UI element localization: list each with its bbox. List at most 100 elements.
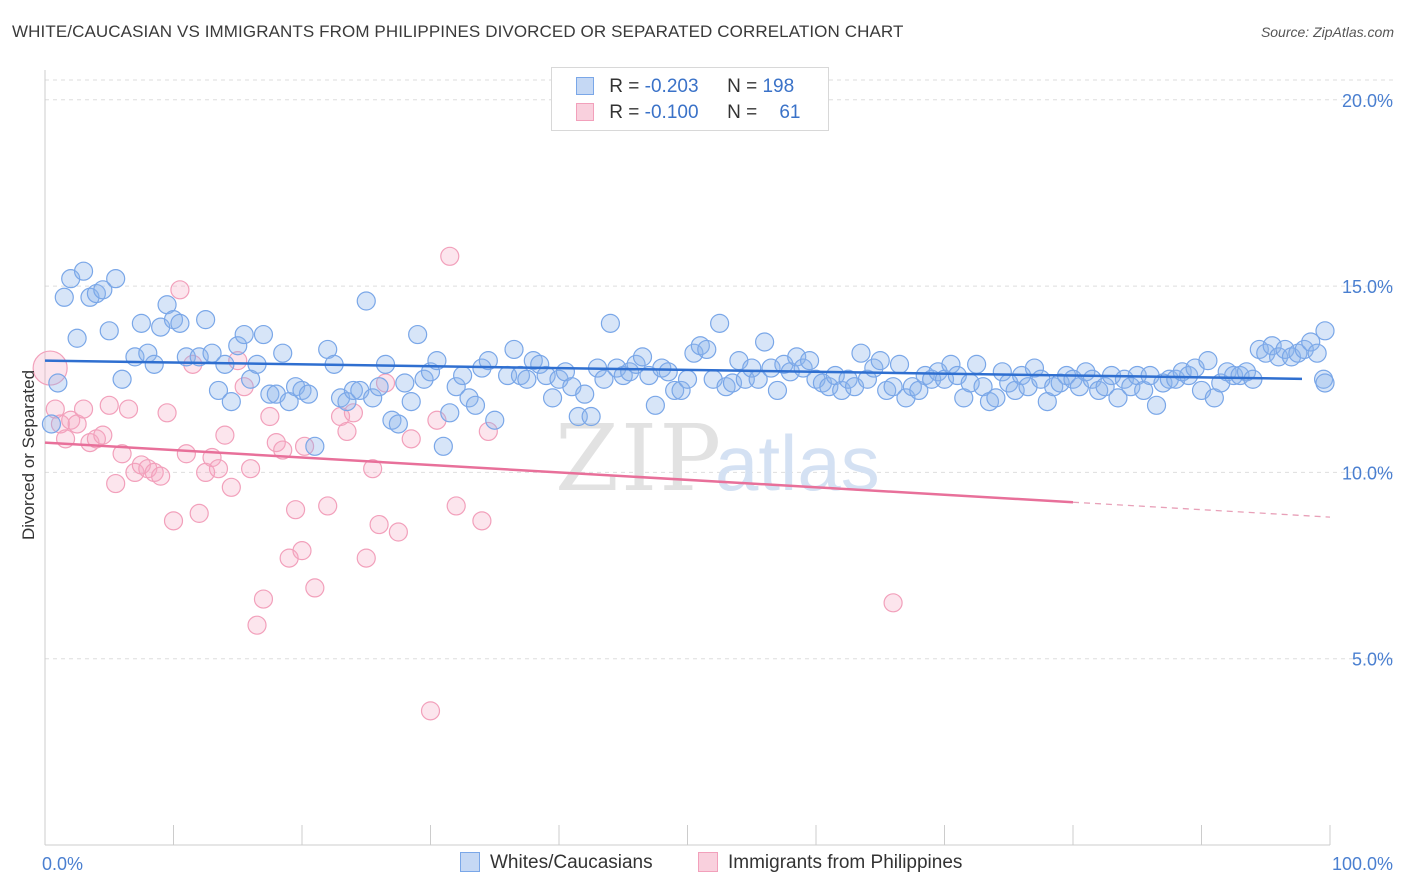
philippines-point-39 — [285, 500, 306, 520]
philippines-point-32 — [241, 459, 261, 479]
philippines-point-10 — [99, 395, 119, 415]
whites-point-52 — [395, 373, 415, 393]
whites-point-88 — [632, 347, 653, 367]
whites-point-108 — [761, 358, 781, 378]
philippines-point-50 — [388, 522, 408, 542]
whites-point-43 — [337, 392, 357, 412]
whites-point-125 — [870, 351, 890, 371]
whites-point-79 — [575, 384, 595, 404]
legend-r-value: -0.100 — [644, 102, 699, 123]
whites-point-82 — [594, 369, 614, 389]
whites-point-21 — [189, 347, 209, 367]
whites-point-109 — [767, 380, 788, 401]
whites-point-11 — [112, 369, 132, 389]
philippines-point-20 — [163, 511, 184, 531]
whites-point-105 — [742, 358, 762, 378]
whites-point-51 — [388, 414, 408, 434]
philippines-point-55 — [446, 496, 466, 516]
whites-point-19 — [170, 313, 190, 333]
philippines-point-51 — [401, 429, 421, 449]
whites-point-153 — [1050, 373, 1070, 393]
philippines-point-22 — [176, 444, 196, 464]
legend-n-value: 198 — [762, 76, 795, 97]
legend-swatch-pink — [576, 103, 594, 121]
whites-point-15 — [144, 354, 164, 374]
legend-row-whites: R = -0.203 N = 198 — [576, 76, 794, 100]
whites-point-182 — [1236, 362, 1257, 382]
whites-point-80 — [581, 406, 601, 427]
whites-point-114 — [799, 351, 820, 371]
legend-swatch-blue — [576, 77, 594, 95]
whites-point-28 — [234, 324, 254, 345]
chart-title: WHITE/CAUCASIAN VS IMMIGRANTS FROM PHILI… — [12, 22, 904, 41]
whites-trend-line — [44, 359, 1303, 381]
whites-point-2 — [54, 287, 74, 307]
y-tick-labels: 5.0% 10.0% 15.0% 20.0% — [1342, 91, 1393, 670]
philippines-point-23 — [183, 354, 203, 374]
whites-point-192 — [1301, 332, 1321, 352]
whites-point-74 — [542, 388, 563, 408]
bottom-legend-whites: Whites/Caucasians — [460, 852, 653, 874]
y-tick-label-0: 5.0% — [1352, 650, 1393, 670]
philippines-point-11 — [106, 473, 126, 494]
watermark: ZIP atlas — [555, 405, 880, 512]
whites-point-122 — [851, 343, 871, 363]
legend-r-label: R = — [609, 76, 645, 97]
whites-point-185 — [1256, 343, 1276, 363]
bottom-legend-label: Whites/Caucasians — [490, 852, 653, 873]
whites-point-13 — [131, 313, 151, 333]
philippines-point-9 — [93, 425, 113, 445]
philippines-point-1 — [45, 399, 65, 419]
philippines-point-6 — [73, 399, 94, 419]
whites-point-10 — [106, 269, 126, 289]
philippines-point-35 — [260, 406, 280, 427]
whites-point-59 — [440, 403, 460, 423]
philippines-point-29 — [221, 477, 241, 497]
whites-point-58 — [433, 436, 453, 456]
philippines-point-46 — [356, 548, 376, 568]
philippines-point-12 — [112, 444, 132, 464]
bottom-legend-label: Immigrants from Philippines — [728, 852, 963, 873]
legend-row-philippines: R = -0.100 N = 61 — [576, 102, 800, 126]
philippines-point-47 — [363, 459, 383, 479]
whites-point-143 — [986, 388, 1006, 408]
philippines-point-41 — [305, 578, 325, 598]
watermark-zip: ZIP — [555, 405, 723, 512]
whites-point-162 — [1108, 388, 1128, 408]
whites-point-98 — [697, 339, 717, 360]
trend-lines — [44, 359, 1331, 518]
whites-point-46 — [356, 291, 376, 311]
whites-point-100 — [710, 313, 730, 333]
whites-point-0 — [41, 414, 62, 434]
whites-point-94 — [671, 380, 691, 401]
x-tick-label-1: 100.0% — [1332, 854, 1393, 874]
philippines-point-44 — [337, 421, 357, 442]
philippines-point-34 — [253, 589, 274, 609]
whites-point-9 — [99, 321, 119, 341]
whites-point-24 — [208, 380, 229, 401]
whites-point-27 — [228, 336, 248, 356]
y-tick-label-1: 10.0% — [1342, 463, 1393, 483]
philippines-point-36 — [266, 432, 286, 453]
whites-point-47 — [363, 388, 383, 408]
whites-point-34 — [273, 343, 293, 363]
whites-point-4 — [67, 328, 87, 348]
legend-n-label: N = — [727, 76, 763, 97]
philippines-point-48 — [369, 514, 389, 535]
whites-point-120 — [838, 369, 858, 389]
whites-point-54 — [408, 324, 428, 345]
legend-r-label: R = — [609, 102, 645, 123]
philippines-point-13 — [118, 399, 139, 419]
philippines-point-33 — [247, 615, 267, 635]
whites-point-127 — [883, 377, 903, 397]
whites-point-107 — [754, 332, 775, 352]
whites-point-144 — [992, 362, 1012, 382]
whites-point-119 — [832, 380, 852, 401]
y-axis-label: Divorced or Separated — [19, 370, 38, 540]
philippines-trend-extension — [1072, 501, 1331, 518]
philippines-point-60 — [294, 436, 315, 456]
whites-point-1 — [48, 373, 68, 393]
x-tick-labels: 0.0% 100.0% — [42, 854, 1393, 874]
whites-point-38 — [298, 384, 319, 404]
y-tick-label-3: 20.0% — [1342, 91, 1393, 111]
